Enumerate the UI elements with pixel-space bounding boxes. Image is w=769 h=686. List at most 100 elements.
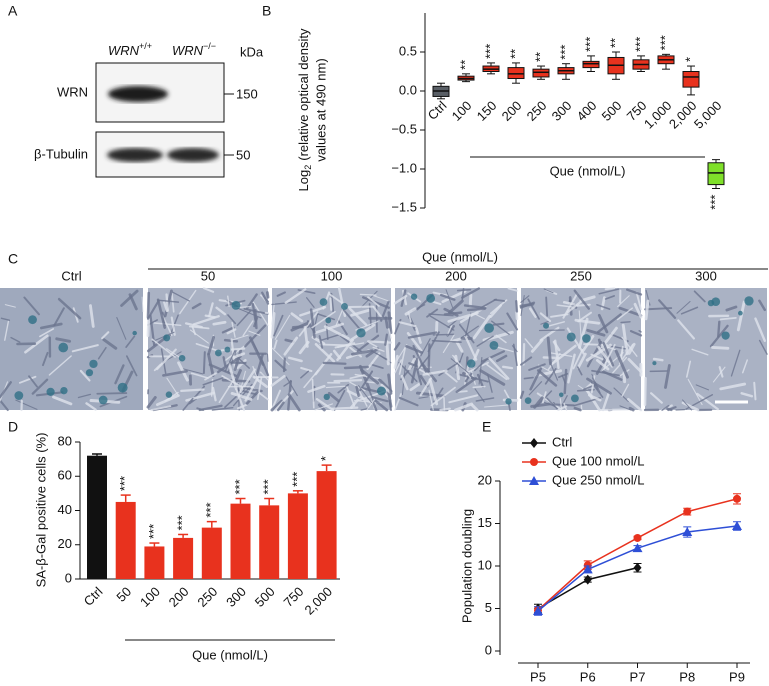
y-tick-label: −1.0	[391, 160, 417, 175]
cell	[79, 369, 91, 382]
cell	[529, 307, 537, 318]
cell	[687, 378, 703, 406]
cell	[314, 403, 333, 411]
legend-label: Que 250 nmol/L	[552, 472, 645, 487]
cell	[298, 311, 319, 337]
stain	[323, 393, 330, 401]
cell	[4, 320, 10, 341]
cell	[434, 320, 439, 338]
cell	[460, 325, 479, 339]
cell	[601, 391, 610, 412]
significance: **	[457, 60, 472, 70]
cell	[457, 373, 489, 383]
cell	[179, 289, 197, 315]
cell	[15, 399, 38, 410]
micrograph	[0, 288, 144, 412]
image-label: 250	[570, 268, 592, 283]
stain	[356, 328, 366, 338]
significance: ***	[146, 524, 161, 539]
cell	[97, 346, 107, 360]
cell	[464, 372, 473, 383]
cell	[719, 317, 737, 321]
image-label: 300	[695, 268, 717, 283]
cell	[627, 397, 643, 412]
cell	[191, 325, 197, 336]
cell	[725, 305, 738, 312]
cell	[393, 294, 408, 305]
cell	[221, 326, 235, 334]
y-tick-label: 20	[478, 472, 492, 487]
cell	[77, 393, 92, 399]
cell	[552, 403, 575, 407]
image-label: 50	[201, 268, 215, 283]
x-tick-label: 150	[474, 98, 500, 124]
significance: *	[682, 57, 697, 62]
cell	[303, 325, 309, 348]
cell	[711, 346, 730, 350]
cell	[627, 342, 636, 355]
y-label: Population doubling	[459, 509, 474, 623]
significance: ***	[707, 195, 722, 210]
point	[632, 543, 643, 553]
x-tick-label: 100	[449, 98, 475, 124]
cell	[300, 370, 309, 379]
cell	[495, 334, 507, 344]
row-label: β-Tubulin	[34, 146, 88, 161]
cell	[184, 322, 203, 329]
cell	[274, 314, 291, 340]
point	[529, 476, 539, 485]
unit: kDa	[240, 44, 264, 59]
cell	[719, 382, 747, 391]
cell	[567, 353, 576, 384]
cell	[680, 306, 699, 315]
point	[733, 494, 741, 503]
cell	[349, 373, 368, 380]
x-tick-label: 250	[194, 584, 220, 610]
cell	[322, 361, 347, 365]
cell	[342, 308, 362, 332]
x-tick-label: 300	[223, 584, 249, 610]
cell	[120, 289, 139, 307]
point	[530, 458, 538, 466]
cell	[356, 334, 380, 353]
y-tick-label: 10	[478, 557, 492, 572]
cell	[476, 335, 494, 347]
cell	[638, 330, 642, 333]
y-tick-label: −0.5	[391, 121, 417, 136]
cell	[271, 301, 297, 306]
cell	[252, 375, 269, 389]
cell	[190, 372, 209, 379]
micrograph	[146, 287, 270, 412]
stain	[178, 354, 186, 362]
cell	[28, 375, 38, 388]
cell	[439, 407, 451, 412]
cell	[543, 288, 554, 294]
cell	[204, 372, 217, 381]
significance: ***	[261, 479, 276, 494]
cell	[4, 304, 16, 308]
bar	[259, 505, 280, 579]
cell	[48, 355, 72, 376]
genotype: +/+	[139, 41, 152, 51]
significance: *	[318, 456, 333, 461]
point	[582, 564, 593, 574]
cell	[566, 298, 585, 314]
bar	[316, 471, 337, 579]
cell	[596, 313, 622, 334]
cell	[237, 403, 248, 410]
x-tick-label: 500	[252, 584, 278, 610]
cell	[270, 399, 284, 412]
stain	[489, 340, 499, 350]
cell	[336, 338, 354, 362]
cell	[472, 385, 486, 389]
cell	[182, 368, 204, 375]
cell	[372, 346, 385, 352]
band	[107, 148, 163, 162]
stain	[721, 331, 730, 340]
stain	[325, 317, 332, 324]
stain	[319, 298, 328, 306]
series-line	[537, 566, 638, 610]
cell	[273, 339, 278, 350]
significance: ***	[557, 45, 572, 60]
cell	[101, 331, 110, 340]
